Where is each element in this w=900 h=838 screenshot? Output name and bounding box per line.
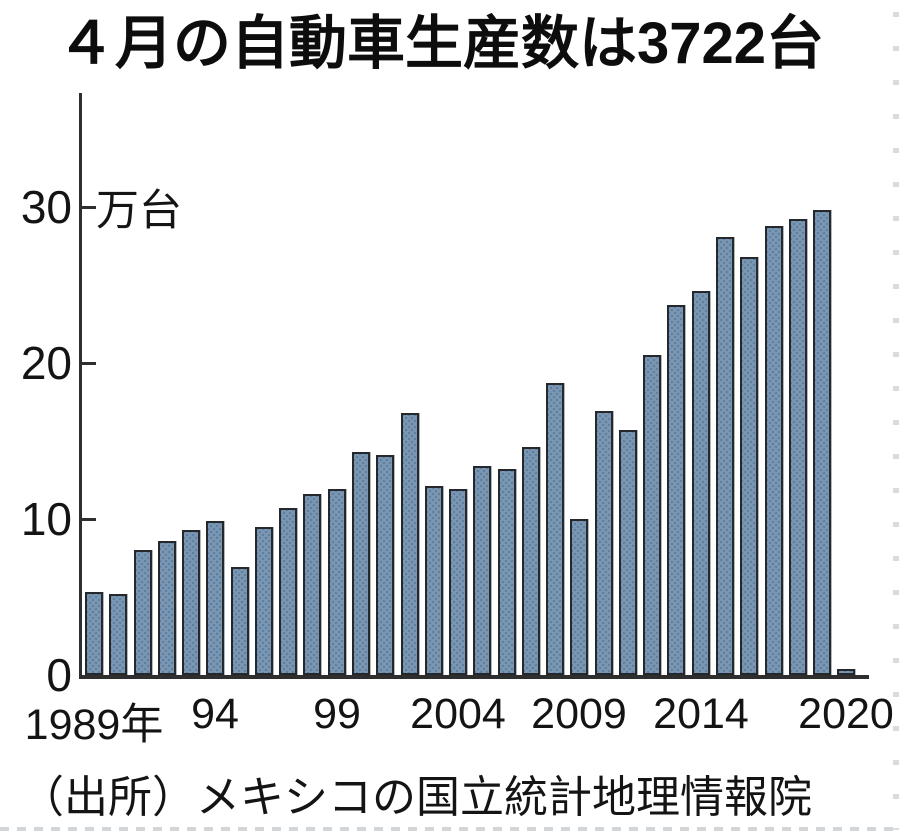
- bar-2019: [813, 210, 831, 675]
- y-tick-mark-30: [82, 206, 96, 209]
- chart-title: ４月の自動車生産数は3722台: [57, 11, 825, 76]
- bar-2002: [401, 413, 419, 675]
- bar-1999: [328, 489, 346, 675]
- x-tick-label-1989: 1989年: [24, 701, 164, 749]
- y-tick-label-30: 30: [20, 181, 72, 233]
- bar-1998: [303, 494, 321, 675]
- bar-2006: [498, 469, 516, 675]
- x-tick-label-2020: 2020: [798, 690, 894, 738]
- bar-2009: [570, 519, 588, 675]
- x-tick-label-1994: 94: [191, 690, 239, 738]
- bar-2013: [667, 305, 685, 675]
- bar-2018: [789, 219, 807, 675]
- bar-2016: [740, 257, 758, 675]
- x-axis-line: [79, 675, 869, 679]
- x-tick-label-2014: 2014: [653, 690, 749, 738]
- bar-2007: [522, 447, 540, 675]
- bar-2012: [643, 355, 661, 675]
- bar-2015: [716, 237, 734, 675]
- bar-2008: [546, 383, 564, 675]
- bar-2004: [449, 489, 467, 675]
- bottom-edge-dots: [0, 827, 896, 831]
- bar-2020: [837, 669, 855, 675]
- x-tick-label-2009: 2009: [531, 690, 627, 738]
- right-edge-dots: [893, 12, 899, 830]
- bar-2011: [619, 430, 637, 675]
- y-tick-mark-10: [82, 518, 96, 521]
- bar-2003: [425, 486, 443, 675]
- source-note: （出所）メキシコの国立統計地理情報院: [20, 773, 812, 822]
- x-tick-label-2004: 2004: [410, 690, 506, 738]
- bar-2005: [473, 466, 491, 675]
- x-tick-label-1999: 99: [313, 690, 361, 738]
- bar-2017: [765, 226, 783, 675]
- bar-1997: [279, 508, 297, 675]
- bar-2010: [595, 411, 613, 675]
- y-tick-label-10: 10: [20, 493, 72, 545]
- bar-1994: [206, 521, 224, 675]
- y-tick-label-20: 20: [20, 337, 72, 389]
- bar-1991: [134, 550, 152, 675]
- y-tick-mark-20: [82, 362, 96, 365]
- bar-1996: [255, 527, 273, 675]
- bar-1992: [158, 541, 176, 675]
- y-tick-label-0: 0: [46, 649, 72, 701]
- y-axis-unit-label: 万台: [96, 187, 182, 235]
- bar-1989: [85, 592, 103, 675]
- bar-1993: [182, 530, 200, 675]
- y-axis-line: [79, 93, 82, 679]
- bar-1990: [109, 594, 127, 675]
- bar-2000: [352, 452, 370, 675]
- bar-2014: [692, 291, 710, 675]
- bar-2001: [376, 455, 394, 675]
- bar-1995: [231, 567, 249, 675]
